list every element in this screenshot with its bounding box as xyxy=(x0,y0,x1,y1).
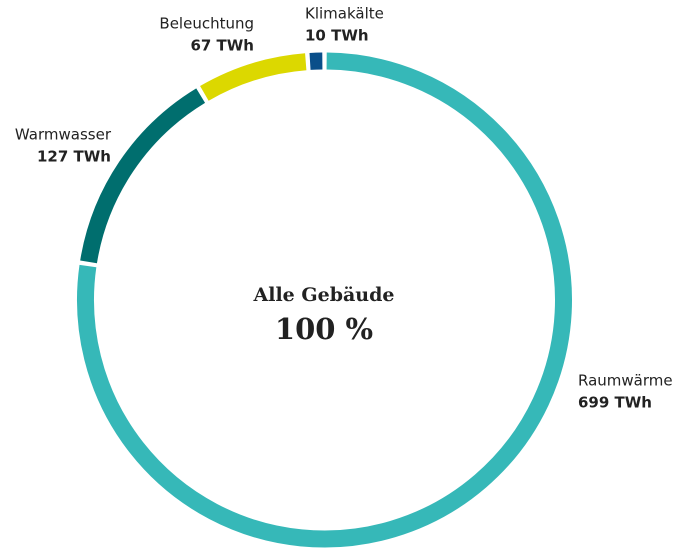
segment-value: 10 TWh xyxy=(305,27,369,45)
center-title: Alle Gebäude xyxy=(253,284,395,306)
center-label: 100 % xyxy=(275,312,373,346)
donut-segment xyxy=(200,53,307,101)
donut-segment xyxy=(77,52,572,548)
segment-value: 127 TWh xyxy=(37,148,111,166)
segment-label: Klimakälte xyxy=(305,5,384,23)
segment-value: 699 TWh xyxy=(578,394,652,412)
segment-value: 67 TWh xyxy=(190,37,254,55)
segment-label: Warmwasser xyxy=(15,126,112,144)
donut-segment xyxy=(80,88,206,264)
segment-label: Raumwärme xyxy=(578,372,673,390)
segment-label: Beleuchtung xyxy=(159,15,254,33)
